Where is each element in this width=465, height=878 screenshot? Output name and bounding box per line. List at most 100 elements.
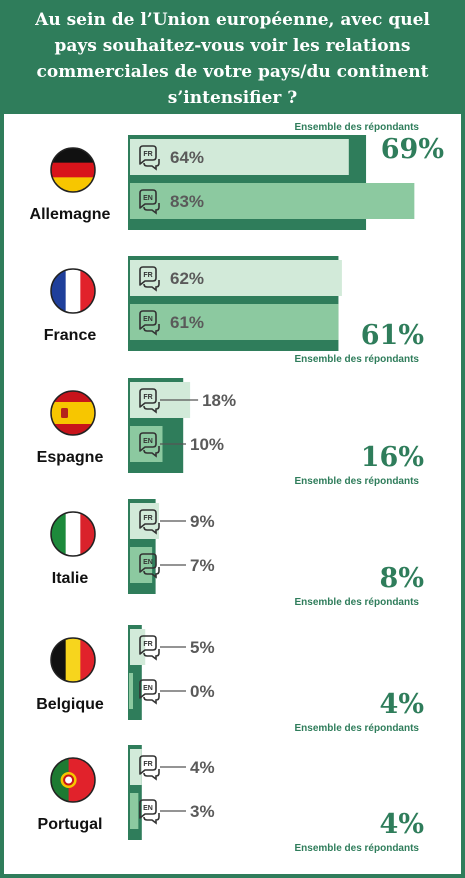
en-badge-label: EN	[143, 685, 153, 692]
fr-badge: FR	[139, 145, 160, 171]
en-badge: EN	[139, 799, 160, 825]
en-bar	[129, 673, 133, 709]
fr-badge-label: FR	[143, 394, 152, 401]
speech-bubble-icon	[139, 145, 157, 165]
fr-bar	[130, 629, 146, 665]
en-badge: EN	[139, 679, 160, 705]
en-badge-label: EN	[143, 559, 153, 566]
en-bar	[130, 183, 415, 219]
overall-label: Ensemble des répondants	[295, 723, 420, 734]
fr-badge-label: FR	[143, 151, 152, 158]
country-group-espagne: FR EN 18% 10% Espagne 16% Ensemble des réponda…	[37, 378, 424, 487]
fr-badge: FR	[139, 635, 160, 661]
speech-bubble-icon	[139, 635, 157, 655]
country-group-belgique: FR EN 5% 0% Belgique 4% Ensemble des répondant…	[36, 625, 424, 734]
speech-bubble-tail-icon	[143, 769, 160, 781]
country-group-france: FR EN 62% 61% France 61% Ensemble des répondan…	[44, 256, 424, 365]
fr-value-label: 4%	[190, 758, 215, 777]
fr-value-label: 5%	[190, 638, 215, 657]
en-badge-label: EN	[143, 438, 153, 445]
en-value-label: 0%	[190, 682, 215, 701]
overall-label: Ensemble des répondants	[295, 597, 420, 608]
spain-flag	[50, 390, 96, 436]
country-group-italie: FR EN 9% 7% Italie 8% Ensemble des répondants	[50, 499, 424, 608]
en-bar	[130, 426, 163, 462]
speech-bubble-tail-icon	[143, 402, 160, 414]
en-bar	[130, 304, 339, 340]
country-name: Espagne	[37, 449, 104, 466]
speech-bubble-icon	[139, 755, 157, 775]
fr-bar	[130, 260, 342, 296]
france-flag	[50, 268, 96, 314]
overall-value: 69%	[381, 134, 444, 165]
overall-label: Ensemble des répondants	[295, 122, 420, 133]
speech-bubble-icon	[139, 679, 157, 699]
en-badge-label: EN	[143, 195, 153, 202]
speech-bubble-icon	[139, 509, 157, 529]
en-bar	[130, 793, 139, 829]
overall-value: 16%	[361, 442, 424, 473]
speech-bubble-tail-icon	[143, 567, 160, 579]
overall-value: 4%	[380, 809, 424, 840]
speech-bubble-icon	[139, 266, 157, 286]
header-banner: Au sein de l’Union européenne, avec quel…	[4, 4, 461, 114]
speech-bubble-icon	[139, 799, 157, 819]
en-badge: EN	[139, 189, 160, 215]
en-badge-label: EN	[143, 316, 153, 323]
en-badge: EN	[139, 432, 160, 458]
fr-badge: FR	[139, 388, 160, 414]
portugal-flag	[50, 757, 96, 803]
speech-bubble-icon	[139, 388, 157, 408]
speech-bubble-tail-icon	[143, 324, 160, 336]
chart-title: Au sein de l’Union européenne, avec quel…	[35, 10, 430, 108]
speech-bubble-tail-icon	[143, 159, 160, 171]
fr-value-label: 9%	[190, 512, 215, 531]
speech-bubble-tail-icon	[143, 693, 160, 705]
en-badge: EN	[139, 553, 160, 579]
speech-bubble-tail-icon	[143, 649, 160, 661]
country-group-portugal: FR EN 4% 3% Portugal 4% Ensemble des répondant…	[38, 745, 424, 854]
fr-badge-label: FR	[143, 515, 152, 522]
country-name: Belgique	[36, 696, 104, 713]
fr-value-label: 18%	[202, 391, 236, 410]
speech-bubble-tail-icon	[143, 203, 160, 215]
overall-label: Ensemble des répondants	[295, 843, 420, 854]
fr-badge: FR	[139, 509, 160, 535]
italy-flag	[50, 511, 96, 557]
fr-bar	[130, 139, 349, 175]
fr-bar	[130, 503, 160, 539]
belgium-flag	[50, 637, 96, 683]
fr-badge-label: FR	[143, 641, 152, 648]
fr-value-label: 64%	[170, 148, 204, 167]
speech-bubble-tail-icon	[143, 280, 160, 292]
fr-badge: FR	[139, 755, 160, 781]
speech-bubble-icon	[139, 310, 157, 330]
fr-badge: FR	[139, 266, 160, 292]
fr-badge-label: FR	[143, 761, 152, 768]
country-group-allemagne: FR EN 64% 83% Allemagne Ensemble des répondan…	[30, 122, 444, 230]
en-badge-label: EN	[143, 805, 153, 812]
fr-bar	[130, 749, 142, 785]
en-value-label: 10%	[190, 435, 224, 454]
speech-bubble-icon	[139, 553, 157, 573]
country-name: Portugal	[38, 816, 103, 833]
germany-flag	[50, 147, 96, 193]
overall-value: 61%	[361, 320, 424, 351]
en-value-label: 83%	[170, 192, 204, 211]
overall-value: 4%	[380, 689, 424, 720]
speech-bubble-icon	[139, 432, 157, 452]
country-name: Italie	[52, 570, 89, 587]
fr-value-label: 62%	[170, 269, 204, 288]
country-name: Allemagne	[30, 206, 111, 223]
overall-label: Ensemble des répondants	[295, 354, 420, 365]
speech-bubble-tail-icon	[143, 813, 160, 825]
fr-badge-label: FR	[143, 272, 152, 279]
overall-value: 8%	[380, 563, 424, 594]
en-badge: EN	[139, 310, 160, 336]
en-value-label: 7%	[190, 556, 215, 575]
en-value-label: 3%	[190, 802, 215, 821]
overall-label: Ensemble des répondants	[295, 476, 420, 487]
en-value-label: 61%	[170, 313, 204, 332]
speech-bubble-tail-icon	[143, 523, 160, 535]
